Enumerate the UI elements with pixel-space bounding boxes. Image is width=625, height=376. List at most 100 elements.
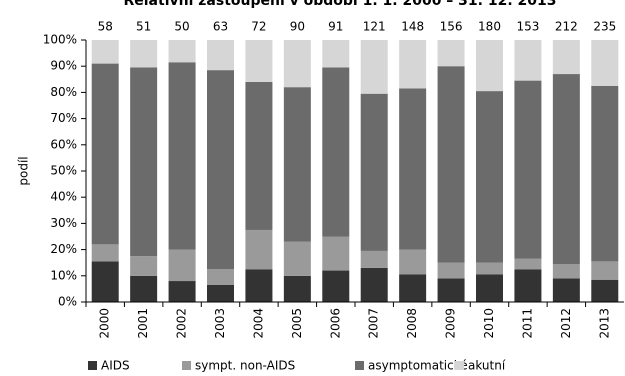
y-tick-label: 60% xyxy=(50,137,77,151)
bar-segment xyxy=(360,40,388,94)
bar-segment xyxy=(591,85,619,262)
bar-segment xyxy=(91,261,119,302)
total-label: 156 xyxy=(440,20,463,34)
bar-segment xyxy=(207,40,234,71)
y-tick-label: 70% xyxy=(50,111,77,125)
bar-segment xyxy=(552,278,580,302)
bar-segment xyxy=(168,62,196,250)
x-tick-label: 2002 xyxy=(175,308,189,339)
total-label: 90 xyxy=(290,20,305,34)
legend-swatch xyxy=(355,361,364,370)
bar-segment xyxy=(437,40,465,67)
x-tick-label: 2009 xyxy=(444,308,458,339)
bar-segment xyxy=(552,40,580,75)
bar-segment xyxy=(130,275,158,302)
bar-segment xyxy=(399,274,427,302)
bar-segment xyxy=(168,281,196,302)
bar-segment xyxy=(399,249,427,275)
bar-segment xyxy=(245,81,273,230)
bar-segment xyxy=(207,269,234,285)
legend-label: AIDS xyxy=(101,359,130,373)
x-tick-label: 2001 xyxy=(136,308,150,339)
bar-segment xyxy=(130,256,158,276)
total-label: 121 xyxy=(363,20,386,34)
x-tick-label: 2012 xyxy=(559,308,573,339)
y-tick-label: 40% xyxy=(50,190,77,204)
bar-segment xyxy=(283,275,311,302)
y-tick-label: 0% xyxy=(58,295,77,309)
bar-segment xyxy=(207,284,234,302)
bar-segment xyxy=(437,66,465,263)
total-label: 72 xyxy=(251,20,266,34)
bar-segment xyxy=(245,229,273,270)
y-axis-label: podíl xyxy=(17,156,31,185)
bar-segment xyxy=(322,40,350,68)
bar-segment xyxy=(514,40,542,81)
y-tick-label: 10% xyxy=(50,268,77,282)
chart-title: Relativní zastoupení v období 1. 1. 2000… xyxy=(123,0,556,9)
bar-segment xyxy=(476,262,503,275)
x-tick-label: 2008 xyxy=(405,308,419,339)
legend-swatch xyxy=(182,361,191,370)
legend-label: asymptomatické xyxy=(368,359,468,373)
bar-segment xyxy=(91,40,119,64)
bar-segment xyxy=(514,80,542,259)
total-label: 153 xyxy=(516,20,539,34)
total-label: 235 xyxy=(593,20,616,34)
bar-segment xyxy=(322,67,350,237)
bar-segment xyxy=(437,278,465,302)
y-tick-label: 90% xyxy=(50,59,77,73)
total-label: 51 xyxy=(136,20,151,34)
bar-segment xyxy=(591,40,619,86)
bar-segment xyxy=(130,67,158,257)
x-tick-label: 2013 xyxy=(597,308,611,339)
bar-segment xyxy=(476,40,503,92)
x-tick-label: 2007 xyxy=(367,308,381,339)
bar-segment xyxy=(476,274,503,302)
bar-segment xyxy=(399,88,427,250)
bar-segment xyxy=(322,236,350,271)
bar-segment xyxy=(91,63,119,245)
bar-segment xyxy=(360,250,388,268)
bar-segment xyxy=(207,70,234,270)
y-tick-label: 20% xyxy=(50,242,77,256)
legend-swatch xyxy=(88,361,97,370)
y-tick-label: 100% xyxy=(43,33,77,47)
x-tick-label: 2010 xyxy=(482,308,496,339)
bar-segment xyxy=(168,40,196,63)
legend-swatch xyxy=(455,361,464,370)
bar-segment xyxy=(91,244,119,262)
legend-label: sympt. non-AIDS xyxy=(195,359,295,373)
legend-label: akutní xyxy=(468,359,506,373)
bar-segment xyxy=(283,87,311,242)
y-tick-label: 80% xyxy=(50,85,77,99)
total-label: 50 xyxy=(174,20,189,34)
bar-segment xyxy=(283,40,311,88)
x-tick-label: 2005 xyxy=(290,308,304,339)
bar-segment xyxy=(591,261,619,280)
bar-segment xyxy=(437,262,465,279)
bar-segment xyxy=(360,267,388,302)
bar-segment xyxy=(245,269,273,302)
total-label: 91 xyxy=(328,20,343,34)
bar-segment xyxy=(168,249,196,282)
bar-segment xyxy=(552,264,580,279)
y-tick-label: 30% xyxy=(50,216,77,230)
bar-segment xyxy=(514,258,542,270)
bar-segment xyxy=(514,269,542,302)
x-tick-label: 2000 xyxy=(98,308,112,339)
total-label: 212 xyxy=(555,20,578,34)
total-label: 58 xyxy=(98,20,113,34)
total-label: 180 xyxy=(478,20,501,34)
bar-segment xyxy=(552,74,580,265)
bar-segment xyxy=(360,93,388,251)
bar-segment xyxy=(283,241,311,276)
y-tick-label: 50% xyxy=(50,164,77,178)
total-label: 148 xyxy=(401,20,424,34)
bar-segment xyxy=(591,279,619,302)
x-tick-label: 2006 xyxy=(328,308,342,339)
bar-segment xyxy=(245,40,273,82)
x-tick-label: 2003 xyxy=(213,308,227,339)
x-tick-label: 2004 xyxy=(251,308,265,339)
